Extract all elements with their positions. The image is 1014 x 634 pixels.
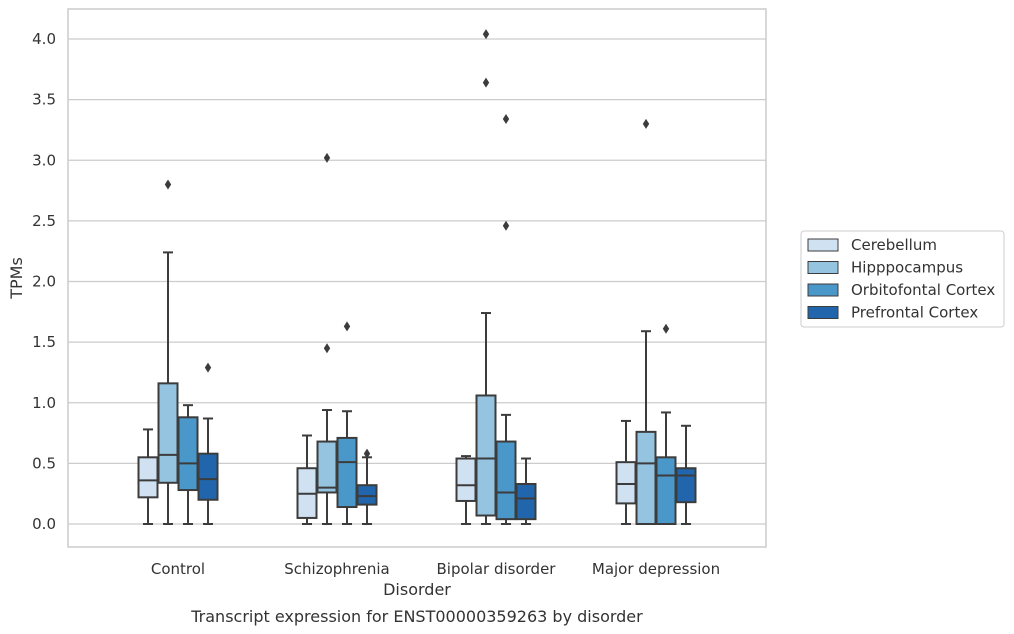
box-iqr bbox=[675, 467, 697, 504]
x-tick-label: Schizophrenia bbox=[284, 560, 389, 578]
box-prefrontal-cortex bbox=[356, 448, 378, 525]
legend-swatch bbox=[807, 261, 839, 274]
box-hipppocampus bbox=[316, 152, 338, 525]
x-tick-label: Major depression bbox=[592, 560, 720, 578]
box-orbitofontal-cortex bbox=[495, 114, 517, 525]
y-tick-label: 0.5 bbox=[32, 454, 56, 472]
legend-swatch bbox=[807, 306, 839, 319]
legend-swatch bbox=[807, 238, 839, 252]
legend-label: Cerebellum bbox=[851, 236, 937, 254]
box-iqr bbox=[137, 456, 159, 499]
legend-label: Hipppocampus bbox=[851, 259, 963, 277]
box-orbitofontal-cortex bbox=[336, 321, 358, 525]
box-cerebellum bbox=[455, 455, 477, 525]
legend-swatch bbox=[807, 283, 839, 297]
y-tick-label: 4.0 bbox=[32, 30, 56, 48]
legend-label: Orbitofontal Cortex bbox=[851, 281, 995, 299]
box-iqr bbox=[495, 440, 517, 521]
box-prefrontal-cortex bbox=[675, 424, 697, 525]
outlier-point bbox=[662, 323, 670, 334]
box-hipppocampus bbox=[635, 118, 657, 526]
outlier-point bbox=[323, 343, 331, 354]
box-prefrontal-cortex bbox=[197, 362, 219, 525]
y-axis-label: TPMs bbox=[7, 257, 26, 300]
box-iqr bbox=[635, 430, 657, 526]
box-groups bbox=[137, 29, 697, 526]
y-tick-label: 2.5 bbox=[32, 212, 56, 230]
outlier-point bbox=[502, 114, 510, 125]
box-prefrontal-cortex bbox=[515, 457, 537, 525]
box-iqr bbox=[475, 394, 497, 517]
box-iqr bbox=[316, 440, 338, 494]
x-tick-labels: Control Schizophrenia Bipolar disorder Majo… bbox=[151, 560, 720, 578]
y-tick-label: 2.0 bbox=[32, 273, 56, 291]
box-iqr bbox=[455, 457, 477, 502]
box-orbitofontal-cortex bbox=[177, 404, 199, 525]
legend: Cerebellum Hipppocampus Orbitofontal Corte… bbox=[800, 230, 1005, 328]
x-tick-label: Bipolar disorder bbox=[437, 560, 557, 578]
outlier-point bbox=[642, 118, 650, 129]
outlier-point bbox=[363, 448, 371, 459]
x-axis-label: Disorder bbox=[383, 580, 451, 599]
x-tick-label: Control bbox=[151, 560, 205, 578]
legend-label: Prefrontal Cortex bbox=[851, 304, 978, 322]
box-iqr bbox=[356, 484, 378, 506]
box-iqr bbox=[177, 416, 199, 492]
box-iqr bbox=[615, 461, 637, 505]
outlier-point bbox=[482, 29, 490, 40]
y-tick-label: 3.0 bbox=[32, 151, 56, 169]
box-iqr bbox=[197, 452, 219, 501]
box-iqr bbox=[655, 456, 677, 525]
outlier-point bbox=[482, 77, 490, 88]
outlier-point bbox=[502, 220, 510, 231]
outlier-point bbox=[164, 179, 172, 190]
y-tick-label: 1.0 bbox=[32, 394, 56, 412]
chart-caption: Transcript expression for ENST0000035926… bbox=[190, 607, 643, 626]
plot-frame bbox=[67, 8, 767, 548]
outlier-point bbox=[204, 362, 212, 373]
y-tick-label: 3.5 bbox=[32, 91, 56, 109]
outlier-point bbox=[323, 152, 331, 163]
box-hipppocampus bbox=[157, 179, 179, 525]
legend-frame bbox=[800, 230, 1005, 328]
y-tick-label: 0.0 bbox=[32, 515, 56, 533]
box-iqr bbox=[157, 382, 179, 484]
y-tick-label: 1.5 bbox=[32, 333, 56, 351]
box-iqr bbox=[515, 482, 537, 521]
outlier-point bbox=[343, 321, 351, 332]
box-iqr bbox=[336, 436, 358, 509]
y-tick-labels: 0.0 0.5 1.0 1.5 2.0 2.5 3.0 3.5 4.0 bbox=[32, 30, 56, 533]
